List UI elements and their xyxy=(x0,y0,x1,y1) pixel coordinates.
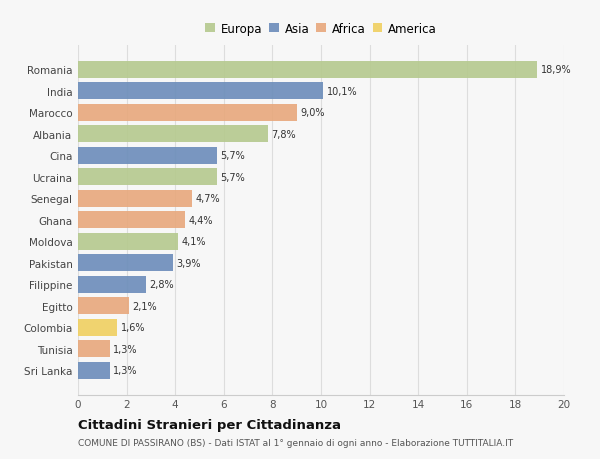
Bar xyxy=(78,362,110,379)
Text: 4,7%: 4,7% xyxy=(196,194,220,204)
Text: 4,4%: 4,4% xyxy=(188,215,213,225)
Text: 7,8%: 7,8% xyxy=(271,129,296,140)
Text: 18,9%: 18,9% xyxy=(541,65,572,75)
Bar xyxy=(78,319,117,336)
Text: 10,1%: 10,1% xyxy=(327,87,358,96)
Bar xyxy=(78,190,192,207)
Legend: Europa, Asia, Africa, America: Europa, Asia, Africa, America xyxy=(203,20,439,38)
Text: COMUNE DI PASSIRANO (BS) - Dati ISTAT al 1° gennaio di ogni anno - Elaborazione : COMUNE DI PASSIRANO (BS) - Dati ISTAT al… xyxy=(78,438,513,447)
Text: 2,8%: 2,8% xyxy=(149,280,175,290)
Text: 3,9%: 3,9% xyxy=(176,258,201,268)
Text: 1,6%: 1,6% xyxy=(121,323,145,333)
Text: 9,0%: 9,0% xyxy=(301,108,325,118)
Text: 1,3%: 1,3% xyxy=(113,365,138,375)
Bar xyxy=(78,341,110,358)
Bar xyxy=(78,212,185,229)
Bar xyxy=(78,126,268,143)
Text: 5,7%: 5,7% xyxy=(220,173,245,182)
Bar xyxy=(78,234,178,250)
Text: 4,1%: 4,1% xyxy=(181,237,206,247)
Bar xyxy=(78,83,323,100)
Bar xyxy=(78,255,173,272)
Bar xyxy=(78,276,146,293)
Bar xyxy=(78,62,537,78)
Bar xyxy=(78,105,297,121)
Bar xyxy=(78,169,217,186)
Bar xyxy=(78,298,129,314)
Text: 2,1%: 2,1% xyxy=(133,301,157,311)
Text: 5,7%: 5,7% xyxy=(220,151,245,161)
Text: 1,3%: 1,3% xyxy=(113,344,138,354)
Bar xyxy=(78,148,217,164)
Text: Cittadini Stranieri per Cittadinanza: Cittadini Stranieri per Cittadinanza xyxy=(78,418,341,431)
